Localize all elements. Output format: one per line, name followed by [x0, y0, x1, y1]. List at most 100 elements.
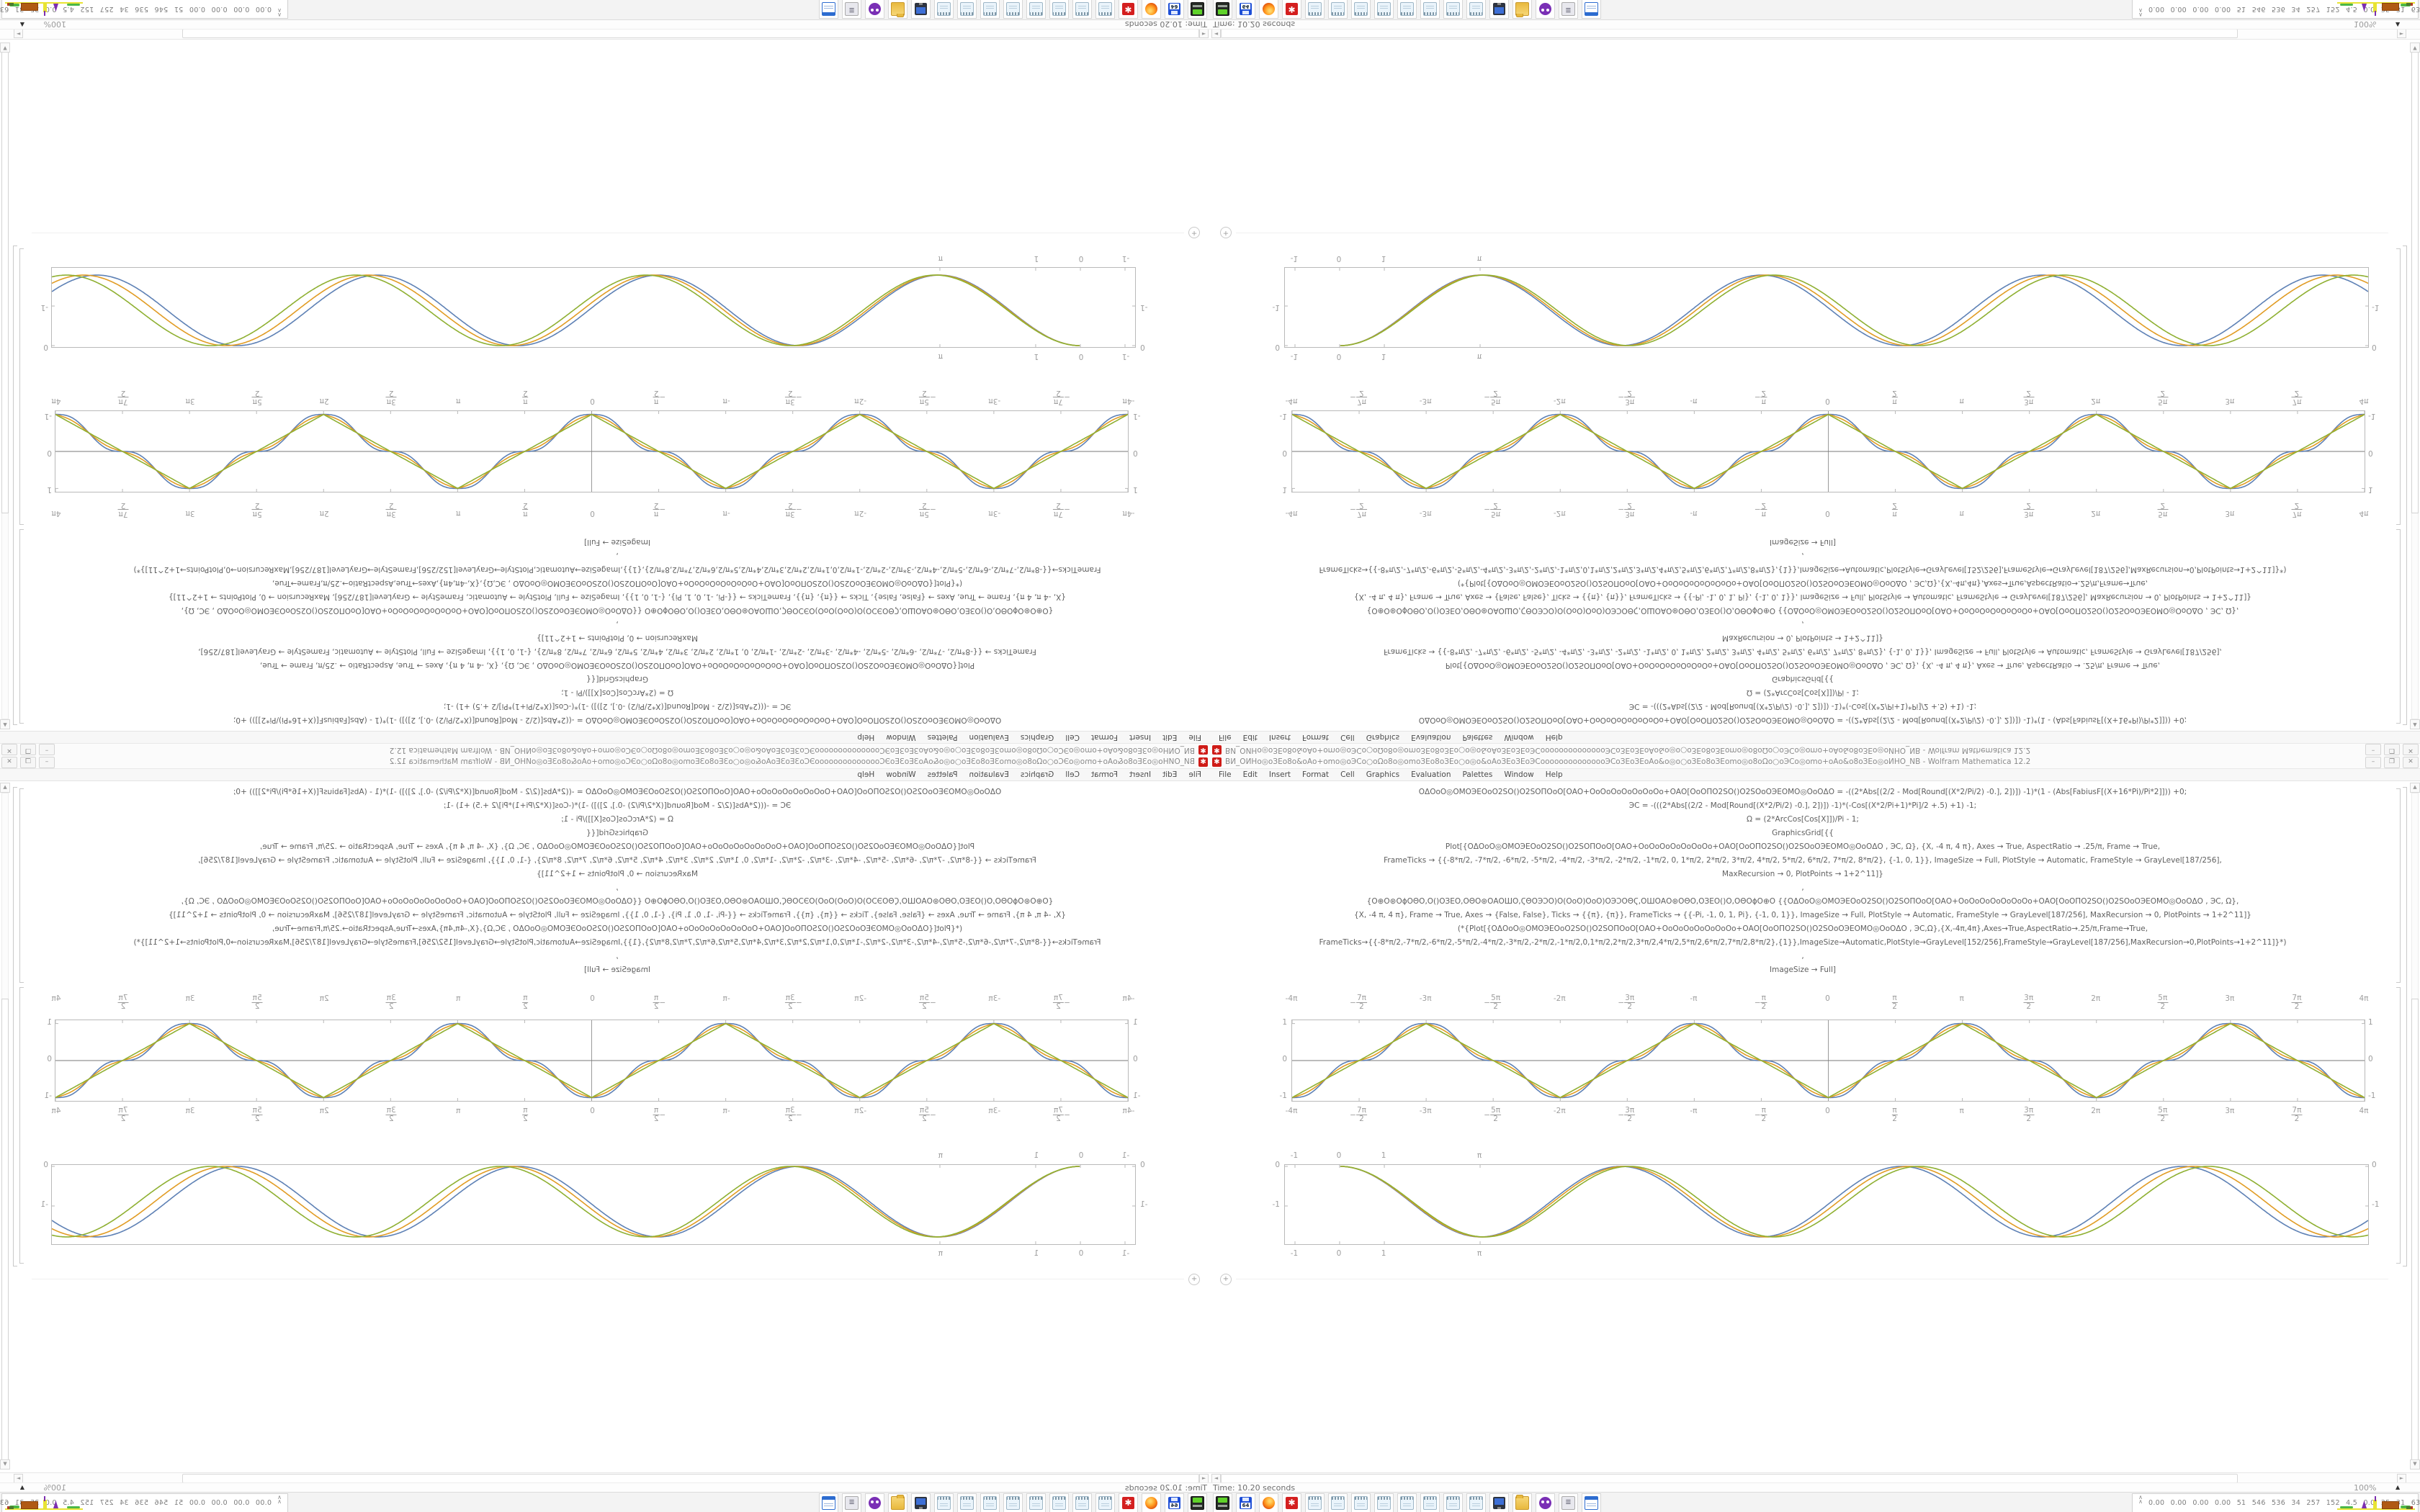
- magnification-value[interactable]: 100%: [43, 19, 66, 29]
- mathematica-kernel-icon[interactable]: ✱: [1282, 1493, 1301, 1512]
- menu-item-insert[interactable]: Insert: [1268, 770, 1291, 779]
- scroll-down-icon[interactable]: ▼: [0, 42, 10, 53]
- menu-item-insert[interactable]: Insert: [1129, 770, 1152, 779]
- display-app-icon[interactable]: [911, 0, 931, 19]
- menu-item-edit[interactable]: Edit: [1242, 733, 1258, 742]
- window-titlebar[interactable]: ✱ ВИ_ОИНо◎оЗЕо8о&оАо+оmо◎оЭСо○оΩо8о◎оmоЗ…: [0, 743, 1210, 756]
- magnification-menu-icon[interactable]: ▲: [2396, 22, 2401, 28]
- tray-chevron-icon[interactable]: ∧ ∧: [2138, 1494, 2143, 1505]
- horizontal-scroll-track[interactable]: [182, 29, 1199, 38]
- output-cell-bracket[interactable]: [2396, 248, 2401, 525]
- console-window-icon[interactable]: [1582, 1493, 1601, 1512]
- notepad-icon[interactable]: [1328, 1493, 1348, 1512]
- scroll-left-icon[interactable]: ◄: [1211, 1474, 1221, 1483]
- scroll-app-icon[interactable]: ≣: [842, 0, 861, 19]
- scroll-down-icon[interactable]: ▼: [2410, 42, 2420, 53]
- notepad-icon[interactable]: [1095, 0, 1115, 19]
- maximize-button[interactable]: ❐: [20, 744, 36, 755]
- magnification-menu-icon[interactable]: ▲: [19, 22, 24, 28]
- folder-icon[interactable]: [1512, 1493, 1532, 1512]
- menu-item-file[interactable]: File: [1219, 770, 1232, 779]
- menu-item-palettes[interactable]: Palettes: [927, 733, 958, 742]
- input-code-cell[interactable]: ΟΔΟοΟ◎ΟΜΟЭЕΟοΟ2SΟ()Ο2SΟΠΟοΟ[ΟΑΟ+ΟοΟοΟοΟο…: [24, 535, 1210, 726]
- scroll-up-icon[interactable]: ▲: [2410, 719, 2420, 729]
- notepad-icon[interactable]: [1305, 1493, 1325, 1512]
- menu-item-help[interactable]: Help: [1545, 733, 1563, 742]
- cell-insertion-bar[interactable]: +: [1220, 227, 2394, 238]
- drive-app-icon[interactable]: [1213, 1493, 1232, 1512]
- cell-insertion-bar[interactable]: +: [1220, 1274, 2394, 1285]
- menu-item-file[interactable]: File: [1219, 733, 1232, 742]
- menu-item-file[interactable]: File: [1188, 770, 1201, 779]
- window-titlebar[interactable]: ✱ ВИ_ОИНо◎оЗЕо8о&оАо+оmо◎оЭСо○оΩо8о◎оmоЗ…: [1210, 756, 2420, 769]
- owl-app-icon[interactable]: [1536, 1493, 1555, 1512]
- menu-item-edit[interactable]: Edit: [1162, 770, 1178, 779]
- output-cell-bracket[interactable]: [2396, 987, 2401, 1264]
- menu-item-file[interactable]: File: [1188, 733, 1201, 742]
- scroll-right-icon[interactable]: ►: [2397, 29, 2406, 38]
- window-titlebar[interactable]: ✱ ВИ_ОИНо◎оЗЕо8о&оАо+оmо◎оЭСо○оΩо8о◎оmоЗ…: [0, 756, 1210, 769]
- drive-app-icon[interactable]: [1188, 1493, 1207, 1512]
- vertical-scroll-thumb[interactable]: [2411, 999, 2419, 1461]
- menu-item-palettes[interactable]: Palettes: [1462, 733, 1493, 742]
- notepad-icon[interactable]: [980, 0, 1000, 19]
- window-titlebar[interactable]: ✱ ВИ_ОИНо◎оЗЕо8о&оАо+оmо◎оЭСо○оΩо8о◎оmоЗ…: [1210, 743, 2420, 756]
- scroll-up-icon[interactable]: ▲: [0, 783, 10, 793]
- output-cell-bracket[interactable]: [19, 248, 24, 525]
- menu-item-palettes[interactable]: Palettes: [927, 770, 958, 779]
- notepad-icon[interactable]: [1003, 0, 1023, 19]
- floppy64-app-icon[interactable]: [1165, 1493, 1184, 1512]
- drive-app-icon[interactable]: [1213, 0, 1232, 19]
- notepad-icon[interactable]: [1397, 0, 1417, 19]
- firefox-icon[interactable]: [1142, 1493, 1161, 1512]
- cell-insertion-bar[interactable]: +: [26, 227, 1200, 238]
- vertical-scrollbar[interactable]: ▲ ▼: [0, 42, 10, 729]
- scroll-left-icon[interactable]: ◄: [1211, 29, 1221, 38]
- display-app-icon[interactable]: [1489, 1493, 1509, 1512]
- notepad-icon[interactable]: [980, 1493, 1000, 1512]
- menu-item-cell[interactable]: Cell: [1340, 770, 1355, 779]
- tray-chevron-icon[interactable]: ∧ ∧: [2138, 7, 2143, 18]
- output-cell-bracket[interactable]: [19, 987, 24, 1264]
- minimize-button[interactable]: –: [39, 744, 55, 755]
- horizontal-scrollbar[interactable]: ◄ ►: [1210, 1472, 2420, 1483]
- close-button[interactable]: ✕: [2403, 757, 2419, 768]
- notepad-icon[interactable]: [1374, 0, 1394, 19]
- menu-item-window[interactable]: Window: [886, 770, 916, 779]
- cell-insert-plus-icon[interactable]: +: [1220, 1274, 1232, 1285]
- floppy64-app-icon[interactable]: [1236, 0, 1255, 19]
- mathematica-kernel-icon[interactable]: ✱: [1282, 0, 1301, 19]
- tray-chevron-icon[interactable]: ∧ ∧: [277, 7, 282, 18]
- close-button[interactable]: ✕: [2403, 744, 2419, 755]
- menu-item-evaluation[interactable]: Evaluation: [1411, 770, 1451, 779]
- notepad-icon[interactable]: [957, 0, 977, 19]
- scroll-left-icon[interactable]: ◄: [1199, 29, 1209, 38]
- cell-insert-plus-icon[interactable]: +: [1220, 227, 1232, 238]
- horizontal-scrollbar[interactable]: ◄ ►: [0, 29, 1210, 40]
- notepad-icon[interactable]: [1003, 1493, 1023, 1512]
- menu-item-cell[interactable]: Cell: [1065, 770, 1080, 779]
- scroll-app-icon[interactable]: ≣: [842, 1493, 861, 1512]
- magnification-menu-icon[interactable]: ▲: [19, 1484, 24, 1490]
- cell-group-bracket[interactable]: [13, 787, 17, 1266]
- notepad-icon[interactable]: [1374, 1493, 1394, 1512]
- cell-insert-plus-icon[interactable]: +: [1188, 1274, 1200, 1285]
- notepad-icon[interactable]: [1420, 0, 1440, 19]
- scroll-down-icon[interactable]: ▼: [2410, 1459, 2420, 1470]
- horizontal-scroll-track[interactable]: [1221, 29, 2238, 38]
- folder-icon[interactable]: [888, 1493, 908, 1512]
- menu-item-evaluation[interactable]: Evaluation: [969, 733, 1009, 742]
- owl-app-icon[interactable]: [1536, 0, 1555, 19]
- owl-app-icon[interactable]: [865, 0, 884, 19]
- display-app-icon[interactable]: [1489, 0, 1509, 19]
- tray-chevron-icon[interactable]: ∧ ∧: [277, 1494, 282, 1505]
- input-code-cell[interactable]: ΟΔΟοΟ◎ΟΜΟЭЕΟοΟ2SΟ()Ο2SΟΠΟοΟ[ΟΑΟ+ΟοΟοΟοΟο…: [24, 786, 1210, 977]
- menu-item-cell[interactable]: Cell: [1065, 733, 1080, 742]
- floppy64-app-icon[interactable]: [1236, 1493, 1255, 1512]
- menu-item-window[interactable]: Window: [886, 733, 916, 742]
- minimize-button[interactable]: –: [2365, 744, 2381, 755]
- notepad-icon[interactable]: [1466, 0, 1486, 19]
- cell-group-bracket[interactable]: [2403, 787, 2407, 1266]
- input-code-cell[interactable]: ΟΔΟοΟ◎ΟΜΟЭЕΟοΟ2SΟ()Ο2SΟΠΟοΟ[ΟΑΟ+ΟοΟοΟοΟο…: [1210, 786, 2396, 977]
- input-cell-bracket[interactable]: [2396, 788, 2401, 983]
